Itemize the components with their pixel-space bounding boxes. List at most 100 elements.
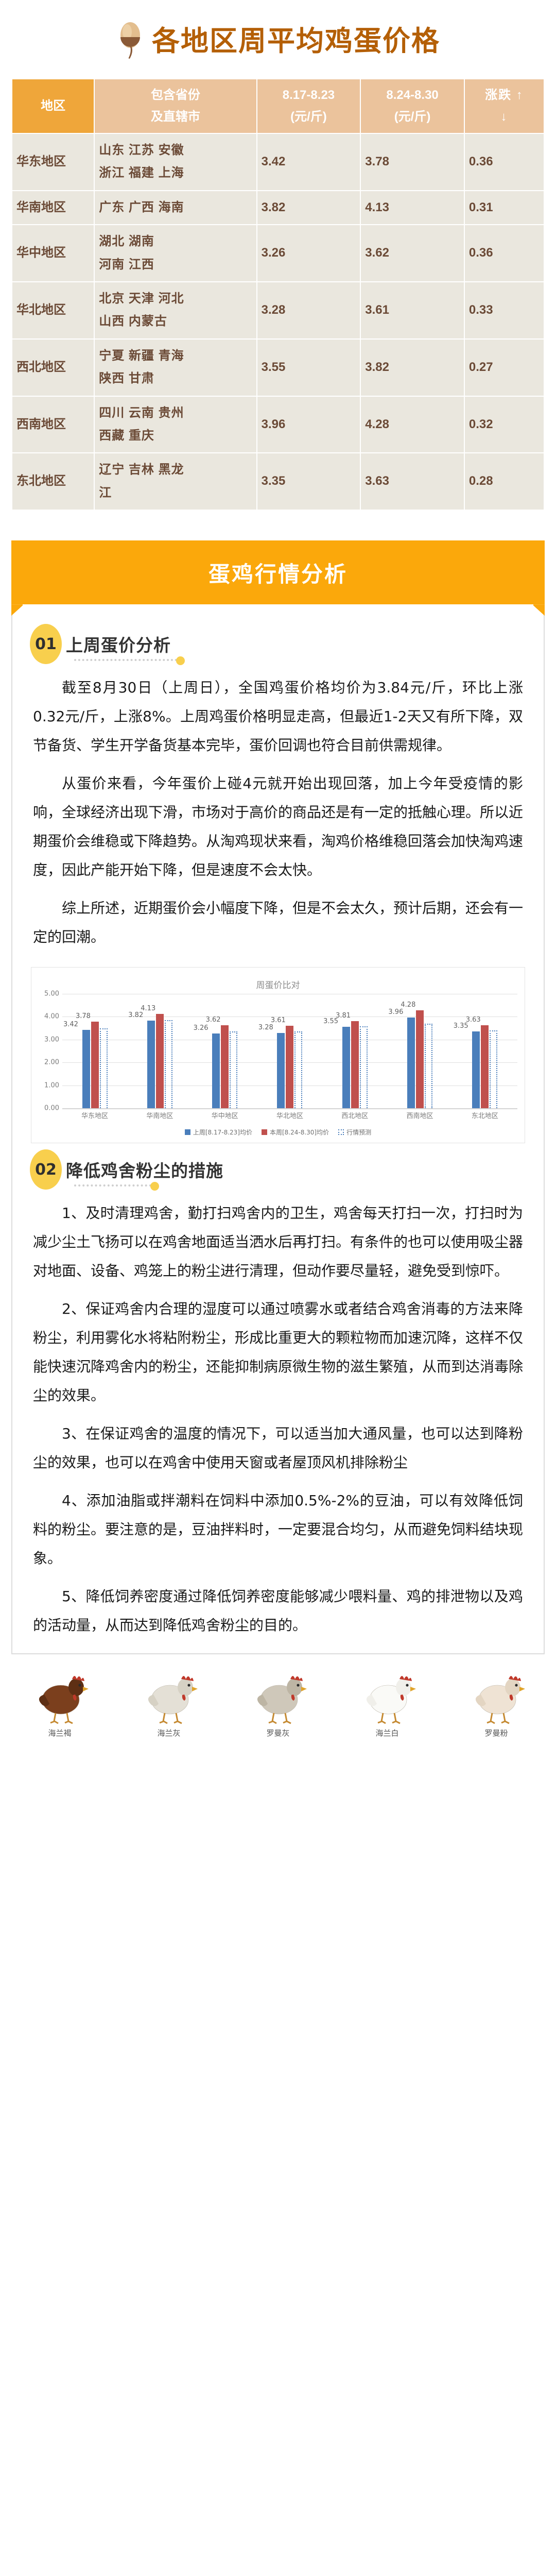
paragraph: 1、及时清理鸡舍，勤打扫鸡舍内的卫生，鸡舍每天打扫一次，打扫时为减少尘土飞扬可以… xyxy=(33,1205,524,1280)
paragraph: 综上所述，近期蛋价会小幅度下降，但是不会太久，预计后期，还会有一定的回潮。 xyxy=(33,900,524,946)
chicken-breed-item: 海兰白 xyxy=(335,1668,439,1738)
cell-change: 0.36 xyxy=(463,133,545,191)
chart-plot-area: 0.00 1.00 2.00 3.00 4.00 5.00 3.42 3.78 3.82 4.1… xyxy=(38,990,518,1124)
cell-prev-price: 3.26 xyxy=(256,224,361,282)
chart-bar xyxy=(212,1033,220,1109)
chart-legend-label: 上周[8.17-8.23]均价 xyxy=(193,1129,252,1137)
th-prev-week-l2: (元/斤) xyxy=(290,110,327,124)
th-prev-week: 8.17-8.23 (元/斤) xyxy=(256,78,361,134)
cell-curr-price: 3.82 xyxy=(360,338,465,397)
th-change: 涨跌 ↑ ↓ xyxy=(463,78,545,134)
chart-bar xyxy=(351,1021,359,1109)
chart-y-tick: 3.00 xyxy=(44,1036,59,1044)
chart-y-axis: 0.00 1.00 2.00 3.00 4.00 5.00 xyxy=(38,990,61,1112)
chicken-icon xyxy=(39,1676,89,1724)
chart-value-label: 3.96 xyxy=(388,1008,404,1016)
chart-bar xyxy=(91,1022,99,1109)
cell-prev-price: 3.42 xyxy=(256,133,361,191)
table-row: 东北地区 辽宁 吉林 黑龙江 3.35 3.63 0.28 xyxy=(11,452,545,511)
paragraph: 2、保证鸡舍内合理的湿度可以通过喷雾水或者结合鸡舍消毒的方法来降粉尘，利用雾化水… xyxy=(33,1300,524,1404)
section-heading-02: 02 降低鸡舍粉尘的措施 xyxy=(30,1149,544,1191)
cell-change: 0.32 xyxy=(463,395,545,454)
chart-bar xyxy=(164,1020,172,1109)
table-row: 华中地区 湖北 湖南 河南 江西 3.26 3.62 0.36 xyxy=(11,224,545,282)
section-label-02: 降低鸡舍粉尘的措施 xyxy=(66,1161,223,1181)
section-dot-cap-02 xyxy=(150,1182,159,1191)
chart-bar-group: 3.35 3.63 xyxy=(453,994,517,1109)
section-dotted-rule-02 xyxy=(74,1182,151,1187)
analysis-banner-zone: 蛋鸡行情分析 xyxy=(0,511,556,616)
cell-provinces: 辽宁 吉林 黑龙江 xyxy=(94,452,257,511)
chicken-breed-item: 罗曼粉 xyxy=(444,1668,548,1738)
section-dotted-rule-01 xyxy=(74,657,177,662)
chart-value-label: 4.13 xyxy=(141,1004,156,1012)
chicken-breed-name: 海兰白 xyxy=(375,1728,399,1738)
chart-title: 周蛋价比对 xyxy=(256,980,300,991)
chart-x-tick: 西北地区 xyxy=(341,1112,369,1121)
chicken-breed-row: 海兰褐 海兰灰 罗曼灰 海兰白 罗曼粉 xyxy=(5,1668,551,1738)
cell-prev-price: 3.82 xyxy=(256,190,361,226)
paragraph: 截至8月30日（上周日），全国鸡蛋价格均价为3.84元/斤，环比上涨0.32元/… xyxy=(33,679,523,754)
paragraph: 4、添加油脂或拌潮料在饲料中添加0.5%-2%的豆油，可以有效降低饲料的粉尘。要… xyxy=(33,1492,524,1567)
chart-bar xyxy=(221,1025,229,1109)
chart-bar xyxy=(359,1026,368,1109)
cell-provinces: 宁夏 新疆 青海 陕西 甘肃 xyxy=(94,338,257,397)
chart-bar xyxy=(230,1031,238,1109)
chart-y-tick: 0.00 xyxy=(44,1104,59,1112)
cell-change: 0.33 xyxy=(463,281,545,340)
cell-provinces: 广东 广西 海南 xyxy=(94,190,257,226)
chart-legend-item: 行情预测 xyxy=(338,1128,371,1137)
page-header: 各地区周平均鸡蛋价格 xyxy=(0,0,556,78)
cell-change: 0.28 xyxy=(463,452,545,511)
chart-legend-item: 上周[8.17-8.23]均价 xyxy=(184,1128,252,1137)
chicken-breed-name: 海兰灰 xyxy=(157,1728,181,1738)
cell-region: 西南地区 xyxy=(11,395,95,454)
chart-bar xyxy=(155,1013,164,1109)
chart-bar xyxy=(147,1021,155,1109)
chart-bar-group: 3.28 3.61 xyxy=(257,994,322,1109)
chart-bar xyxy=(99,1028,108,1109)
analysis-panel: 01 上周蛋价分析 截至8月30日（上周日），全国鸡蛋价格均价为3.84元/斤，… xyxy=(11,604,545,1655)
chart-bar xyxy=(294,1031,303,1109)
chart-value-label: 3.63 xyxy=(465,1015,481,1024)
page-root: 各地区周平均鸡蛋价格 地区 包含省份 及直辖市 8.17-8.23 (元/斤) xyxy=(0,0,556,1754)
chart-bar xyxy=(407,1018,415,1109)
th-provinces-l2: 及直辖市 xyxy=(150,110,200,124)
cell-prev-price: 3.28 xyxy=(256,281,361,340)
chart-x-tick: 西南地区 xyxy=(406,1112,433,1121)
chart-x-axis-labels: 华东地区 华南地区 华中地区 华北地区 西北地区 西南地区 东北地区 xyxy=(62,1110,517,1120)
chart-x-tick: 东北地区 xyxy=(471,1112,498,1121)
chart-bar-group: 3.26 3.62 xyxy=(193,994,257,1109)
chart-bar xyxy=(286,1025,294,1109)
chart-x-tick: 华北地区 xyxy=(276,1112,303,1121)
th-prev-week-l1: 8.17-8.23 xyxy=(282,88,335,102)
section-dot-cap-01 xyxy=(176,656,185,666)
chart-bar xyxy=(342,1027,350,1109)
chart-y-tick: 2.00 xyxy=(44,1058,59,1066)
chart-x-axis-line xyxy=(62,1108,517,1110)
chart-bar-group: 3.42 3.78 xyxy=(62,994,127,1109)
chart-legend-swatch xyxy=(261,1129,267,1136)
th-curr-week-l1: 8.24-8.30 xyxy=(386,88,439,102)
chart-bar xyxy=(490,1030,498,1109)
cell-curr-price: 3.61 xyxy=(360,281,465,340)
cell-region: 华南地区 xyxy=(11,190,95,226)
table-header-row: 地区 包含省份 及直辖市 8.17-8.23 (元/斤) 8.24-8.30 (… xyxy=(11,78,545,134)
page-footer: 海兰褐 海兰灰 罗曼灰 海兰白 罗曼粉 xyxy=(0,1654,556,1754)
cell-prev-price: 3.96 xyxy=(256,395,361,454)
section-number-badge-01: 01 xyxy=(30,624,62,665)
chart-value-label: 3.26 xyxy=(193,1024,208,1032)
cell-provinces: 四川 云南 贵州 西藏 重庆 xyxy=(94,395,257,454)
th-curr-week-l2: (元/斤) xyxy=(394,110,431,124)
th-curr-week: 8.24-8.30 (元/斤) xyxy=(360,78,465,134)
chart-legend-label: 行情预测 xyxy=(346,1129,372,1137)
cell-region: 东北地区 xyxy=(11,452,95,511)
cell-change: 0.27 xyxy=(463,338,545,397)
chart-bar-group: 3.82 4.13 xyxy=(127,994,192,1109)
chicken-breed-name: 罗曼粉 xyxy=(484,1728,508,1738)
th-region-label: 地区 xyxy=(41,98,66,113)
chart-bar xyxy=(481,1025,489,1109)
week-egg-price-chart: 周蛋价比对 0.00 1.00 2.00 3.00 4.00 5.00 3.42 3.78 3… xyxy=(31,967,525,1144)
chicken-icon xyxy=(148,1676,198,1724)
chart-bar-group: 3.55 3.81 xyxy=(322,994,387,1109)
